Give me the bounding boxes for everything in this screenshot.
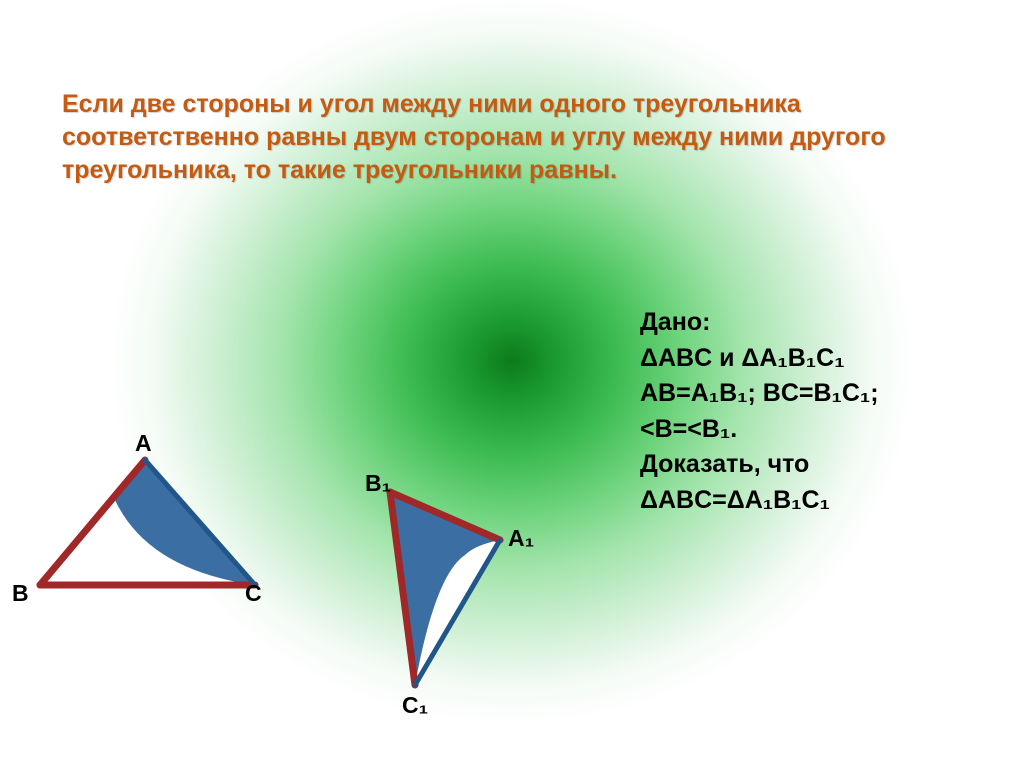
label-a1: A₁: [508, 525, 534, 552]
prove-heading: Доказать, что: [640, 447, 879, 483]
triangle-a1b1c1: [300, 480, 530, 700]
label-c1: C₁: [402, 692, 428, 719]
label-b: B: [12, 580, 29, 607]
theorem-statement: Если две стороны и угол между ними одног…: [62, 88, 962, 187]
given-line-1: ΔABC и ΔA₁B₁C₁: [640, 341, 879, 377]
given-line-2: AB=A₁B₁; BC=B₁C₁;: [640, 376, 879, 412]
label-c: C: [245, 580, 262, 607]
given-line-3: <B=<B₁.: [640, 412, 879, 448]
prove-eq: ΔABC=ΔA₁B₁C₁: [640, 483, 879, 519]
given-heading: Дано:: [640, 305, 879, 341]
label-a: A: [135, 430, 152, 457]
label-b1: B₁: [365, 470, 391, 497]
triangle-abc: [30, 450, 270, 600]
given-block: Дано: ΔABC и ΔA₁B₁C₁ AB=A₁B₁; BC=B₁C₁; <…: [640, 305, 879, 518]
